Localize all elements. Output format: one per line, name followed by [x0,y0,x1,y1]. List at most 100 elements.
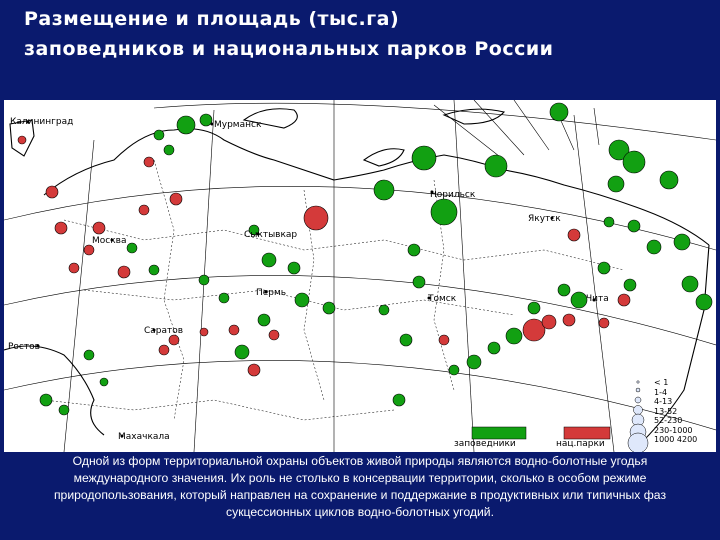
title-line-2: заповедников и национальных парков Росси… [24,38,554,60]
park-marker [247,363,261,377]
reserve-marker [294,292,310,308]
reserve-marker [287,261,301,275]
reserve-marker [570,291,588,309]
park-marker [522,318,546,342]
reserve-marker [199,113,213,127]
city-dot [110,238,114,242]
legend-size-symbols [627,380,649,452]
park-swatch [563,426,611,440]
reserve-marker [399,333,413,347]
reserve-marker [487,341,501,355]
legend-size-dot [627,432,649,452]
reserve-marker [603,216,615,228]
park-markers [17,135,631,377]
city-dot [550,216,554,220]
legend-size-class: 13-52 [654,406,678,416]
park-marker [169,192,183,206]
city-label-yakutsk: Якутск [528,214,561,224]
park-marker [92,221,106,235]
park-marker [268,329,280,341]
park-marker [45,185,59,199]
reserve-marker [608,139,630,161]
reserve-marker [622,150,646,174]
reserve-marker [261,252,277,268]
park-marker [617,293,631,307]
reserve-marker [153,129,165,141]
reserve-marker [83,349,95,361]
park-marker [541,314,557,330]
reserve-marker [411,145,437,171]
reserve-marker [248,224,260,236]
reserve-marker [549,102,569,122]
reserve-marker [673,233,691,251]
reserve-marker [627,219,641,233]
park-marker [143,156,155,168]
park-marker [138,204,150,216]
park-marker [54,221,68,235]
reserve-marker [527,301,541,315]
russia-map: Калининград Мурманск Норильск Якутск Мос… [4,100,716,452]
legend-size-class: 1-4 [654,387,668,397]
reserve-marker [430,198,458,226]
reserve-marker [58,404,70,416]
legend-parks-label: нац.парки [556,439,605,449]
city-dot [430,190,434,194]
city-dot [36,344,40,348]
park-marker [117,265,131,279]
reserve-markers [39,102,713,416]
park-marker [83,244,95,256]
reserve-marker [373,179,395,201]
reserve-marker [412,275,426,289]
park-marker [438,334,450,346]
park-marker [303,205,329,231]
park-marker [598,317,610,329]
reserve-marker [659,170,679,190]
city-dot [592,298,596,302]
park-marker [199,327,209,337]
city-dot [427,296,431,300]
map-graphic [4,100,716,452]
reserve-marker [407,243,421,257]
city-dot [264,290,268,294]
city-label-moscow: Москва [92,236,127,246]
legend-reserves-label: заповедники [454,439,516,449]
reserve-marker [218,292,230,304]
park-marker [168,334,180,346]
park-marker [158,344,170,356]
legend-size-class: < 1 [654,378,669,387]
reserve-marker [234,344,250,360]
city-dot [26,120,30,124]
legend-size-dot [635,387,641,393]
reserve-marker [607,175,625,193]
legend-size-class: 52-230 [654,416,683,425]
slide-caption: Одной из форм территориальной охраны объ… [53,454,667,519]
reserve-marker [39,393,53,407]
title-line-1: Размещение и площадь (тыс.га) [24,8,400,30]
reserve-marker [484,154,508,178]
legend-size-class: 4-13 [654,397,673,406]
reserve-marker [126,242,138,254]
legend-size-dot [636,380,640,384]
city-dot [120,434,124,438]
city-dot [256,232,260,236]
reserve-marker [646,239,662,255]
reserve-marker [681,275,699,293]
park-marker [17,135,27,145]
reserve-marker [148,264,160,276]
reserve-marker [378,304,390,316]
reserve-marker [448,364,460,376]
park-marker [567,228,581,242]
legend-size-dot [633,405,643,415]
city-label-chita: Чита [586,294,609,304]
city-dot [210,122,214,126]
city-dot [152,328,156,332]
park-marker [68,262,80,274]
reserve-marker [597,261,611,275]
reserve-marker [163,144,175,156]
legend-size-class: 230-1000 [654,425,693,435]
boundaries [43,159,625,421]
reserve-marker [623,278,637,292]
park-marker [228,324,240,336]
legend-size-class: 1000 4200 [654,435,698,444]
reserve-marker [322,301,336,315]
